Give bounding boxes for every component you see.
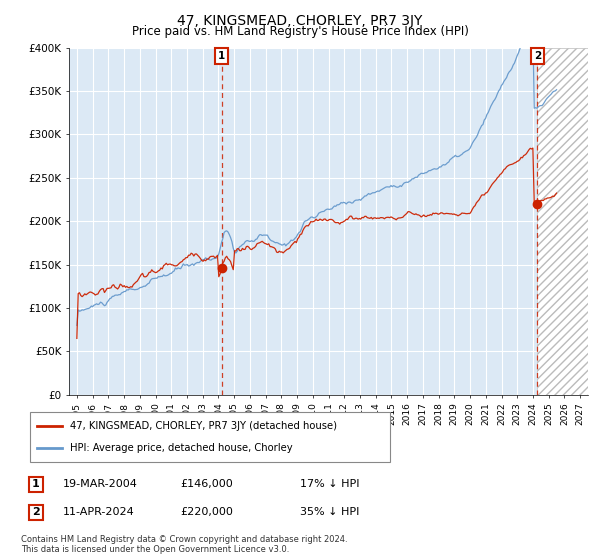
Text: 2: 2 [32, 507, 40, 517]
Text: HPI: Average price, detached house, Chorley: HPI: Average price, detached house, Chor… [70, 443, 292, 453]
Bar [538, 48, 588, 395]
Text: £220,000: £220,000 [180, 507, 233, 517]
Text: 47, KINGSMEAD, CHORLEY, PR7 3JY (detached house): 47, KINGSMEAD, CHORLEY, PR7 3JY (detache… [70, 421, 337, 431]
Text: 2: 2 [534, 52, 541, 61]
Text: Contains HM Land Registry data © Crown copyright and database right 2024.
This d: Contains HM Land Registry data © Crown c… [21, 535, 347, 554]
Text: 47, KINGSMEAD, CHORLEY, PR7 3JY: 47, KINGSMEAD, CHORLEY, PR7 3JY [178, 14, 422, 28]
Text: 1: 1 [32, 479, 40, 489]
Text: £146,000: £146,000 [180, 479, 233, 489]
Text: Price paid vs. HM Land Registry's House Price Index (HPI): Price paid vs. HM Land Registry's House … [131, 25, 469, 38]
Text: 11-APR-2024: 11-APR-2024 [63, 507, 135, 517]
Text: 19-MAR-2004: 19-MAR-2004 [63, 479, 138, 489]
Text: 1: 1 [218, 52, 226, 61]
Bar [538, 48, 588, 395]
Text: 35% ↓ HPI: 35% ↓ HPI [300, 507, 359, 517]
Text: 17% ↓ HPI: 17% ↓ HPI [300, 479, 359, 489]
FancyBboxPatch shape [30, 412, 390, 462]
